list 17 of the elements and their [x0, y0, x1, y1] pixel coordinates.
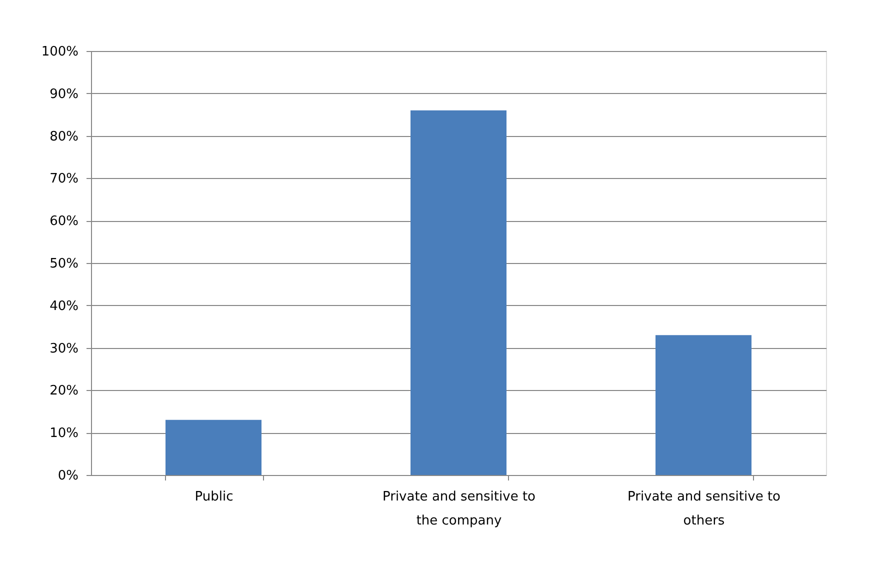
x-tick-label: Public: [194, 490, 234, 504]
y-tick-label: 50%: [50, 256, 78, 272]
bar: [410, 110, 506, 475]
bar: [656, 335, 752, 475]
x-tick-label: Private and sensitive to others: [627, 490, 781, 528]
y-tick-label: 20%: [50, 384, 78, 399]
y-tick-label: 40%: [50, 298, 78, 314]
x-tick-label: Private and sensitive to the company: [382, 490, 536, 528]
y-tick-label: 10%: [50, 426, 78, 442]
y-tick-label: 30%: [50, 341, 78, 356]
y-tick-label: 80%: [50, 129, 78, 144]
y-tick-label: 60%: [50, 214, 78, 230]
y-tick-label: 0%: [58, 468, 78, 484]
bar: [166, 420, 262, 475]
y-tick-label: 70%: [50, 172, 78, 187]
y-tick-label: 100%: [41, 44, 78, 60]
y-tick-label: 90%: [50, 86, 78, 102]
